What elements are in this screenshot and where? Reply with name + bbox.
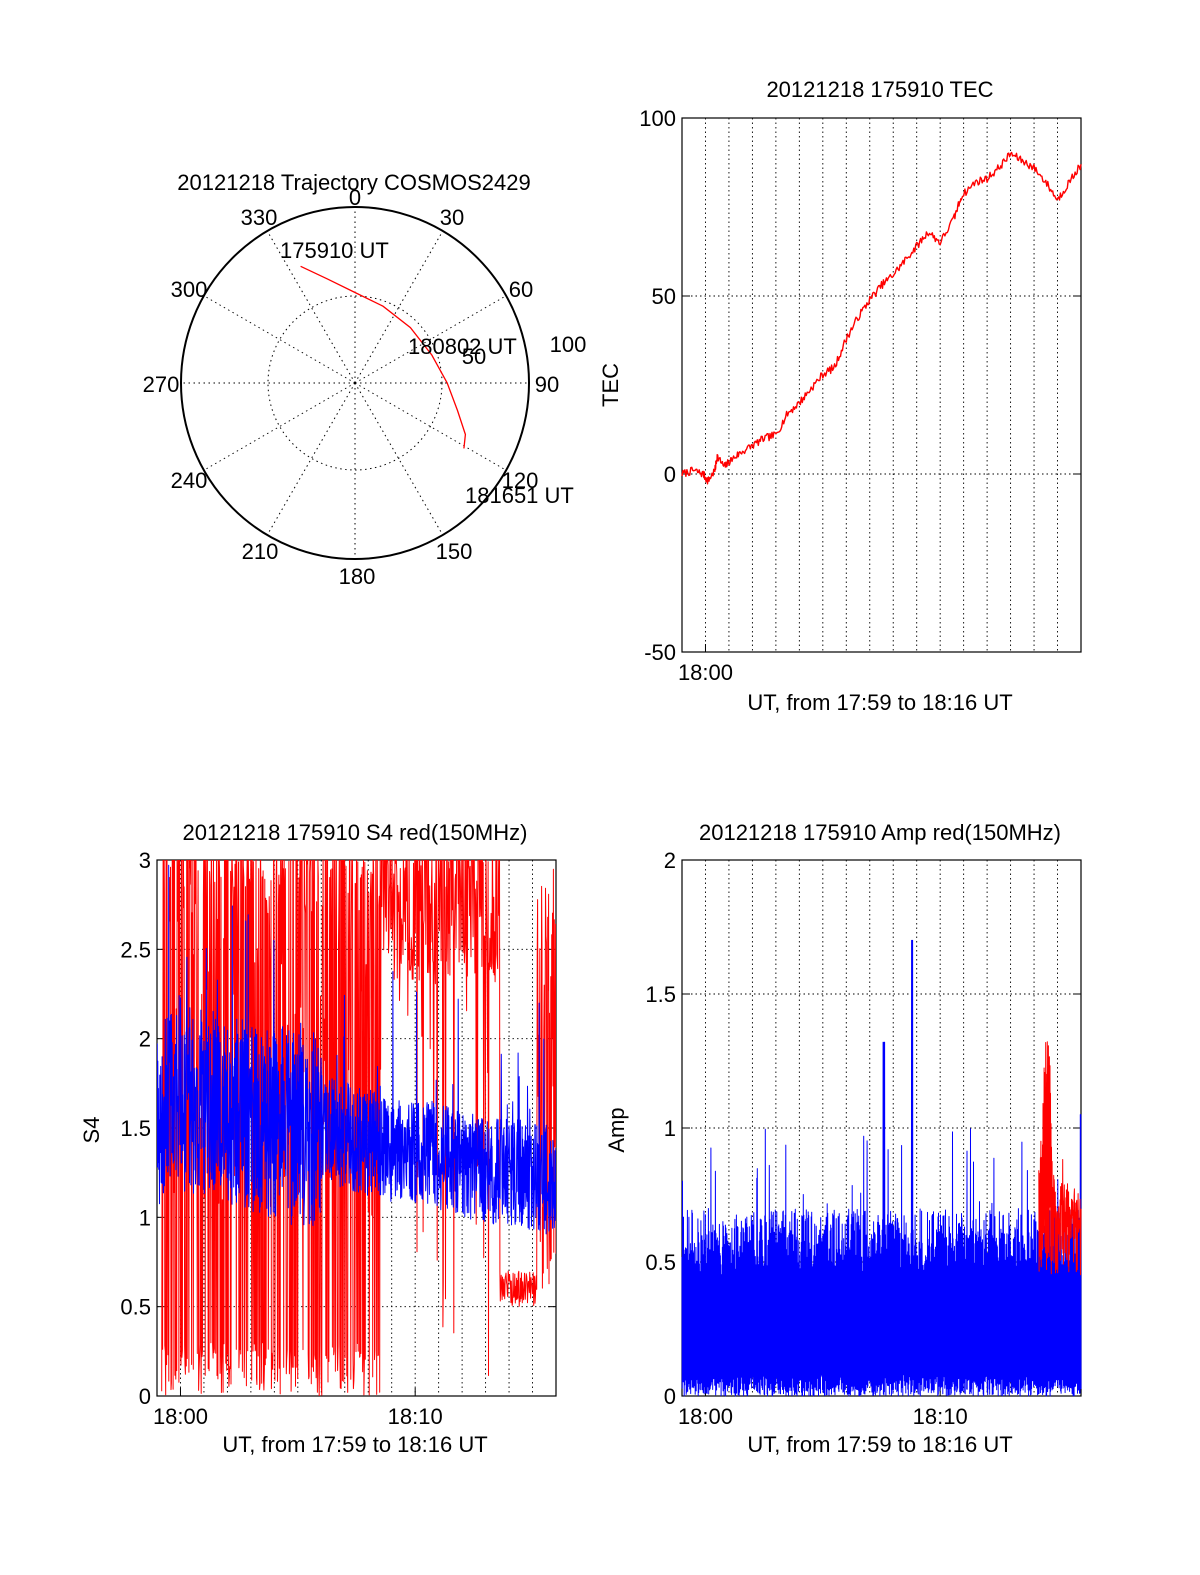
tec-y-axis-label: TEC [598,363,623,407]
amp-chart-title: 20121218 175910 Amp red(150MHz) [699,820,1061,845]
amp-y-tick-label: 0.5 [645,1250,676,1275]
polar-trajectory-panel: 20121218 Trajectory COSMOS2429 0 30 60 90 12… [143,170,587,589]
polar-azimuth-label: 240 [171,468,208,493]
tec-x-tick-label: 18:00 [678,660,733,685]
polar-azimuth-label: 150 [436,539,473,564]
s4-y-tick-label: 2.5 [120,937,151,962]
s4-y-tick-label: 2 [139,1027,151,1052]
amp-y-tick-label: 2 [664,848,676,873]
polar-inner-ring [267,295,443,471]
s4-y-tick-label: 0 [139,1384,151,1409]
tec-y-tick-label: 50 [652,284,676,309]
polar-spoke [204,382,356,471]
polar-spoke [354,232,443,384]
tec-panel: 20121218 175910 TEC UT, from 17:59 to 18… [598,77,1082,715]
tec-x-axis-label: UT, from 17:59 to 18:16 UT [747,690,1012,715]
amp-y-tick-label: 1 [664,1116,676,1141]
tec-plot-area: -50 0 50 100 18:00 [639,106,1082,685]
polar-spoke [354,382,443,534]
polar-azimuth-label: 270 [143,372,180,397]
s4-panel: 20121218 175910 S4 red(150MHz) UT, from … [79,820,557,1457]
amp-plot-area: 0 0.5 1 1.5 2 18:00 18:10 [645,848,1082,1429]
s4-plot-area: 0 0.5 1 1.5 2 2.5 3 18:00 18:10 [120,848,557,1429]
amp-panel: 20121218 175910 Amp red(150MHz) UT, from… [604,820,1082,1457]
polar-chart-title: 20121218 Trajectory COSMOS2429 [177,170,530,195]
s4-red-series-line [161,860,556,1396]
polar-outer-ring [180,206,530,560]
tec-series-line [681,151,1082,485]
polar-azimuth-label: 180 [339,564,376,589]
amp-red-series-line [1038,1041,1082,1276]
polar-azimuth-label: 90 [535,372,559,397]
polar-azimuth-label: 300 [171,277,208,302]
polar-ring-label: 50 [462,344,486,369]
polar-spoke [354,295,506,384]
s4-y-axis-label: S4 [79,1117,104,1144]
s4-y-tick-label: 3 [139,848,151,873]
tec-y-tick-label: 0 [664,462,676,487]
s4-blue-series-line [157,864,556,1235]
polar-trajectory-line [300,265,467,449]
amp-y-axis-label: Amp [604,1107,629,1152]
amp-y-tick-label: 1.5 [645,982,676,1007]
amp-y-tick-label: 0 [664,1384,676,1409]
tec-frame [681,117,1082,653]
polar-start-time-label: 175910 UT [280,238,389,263]
s4-y-tick-label: 0.5 [120,1295,151,1320]
tec-y-tick-label: 100 [639,106,676,131]
polar-azimuth-label: 120 [502,468,539,493]
s4-y-tick-label: 1.5 [120,1116,151,1141]
polar-spoke [354,382,506,471]
polar-azimuth-label: 60 [509,277,533,302]
tec-chart-title: 20121218 175910 TEC [766,77,993,102]
polar-end-time-label: 181651 UT [465,483,574,508]
amp-x-axis-label: UT, from 17:59 to 18:16 UT [747,1432,1012,1457]
polar-spoke [267,232,356,384]
s4-x-axis-label: UT, from 17:59 to 18:16 UT [222,1432,487,1457]
s4-x-tick-label: 18:00 [153,1404,208,1429]
polar-ring-label: 100 [550,332,587,357]
s4-x-tick-label: 18:10 [388,1404,443,1429]
polar-mid-time-label: 180802 UT [408,334,517,359]
amp-blue-series-line [681,939,1082,1397]
s4-y-tick-label: 1 [139,1205,151,1230]
polar-azimuth-label: 330 [241,205,278,230]
polar-azimuth-label: 30 [440,205,464,230]
amp-x-tick-label: 18:00 [678,1404,733,1429]
polar-spoke [267,382,356,534]
amp-x-tick-label: 18:10 [913,1404,968,1429]
polar-plot-area: 0 30 60 90 120 150 180 210 240 270 300 330 50 100 1759… [143,185,587,589]
polar-azimuth-label: 210 [242,539,279,564]
polar-azimuth-label: 0 [349,185,361,210]
polar-spoke [204,295,356,384]
tec-y-tick-label: -50 [644,640,676,665]
s4-chart-title: 20121218 175910 S4 red(150MHz) [183,820,528,845]
